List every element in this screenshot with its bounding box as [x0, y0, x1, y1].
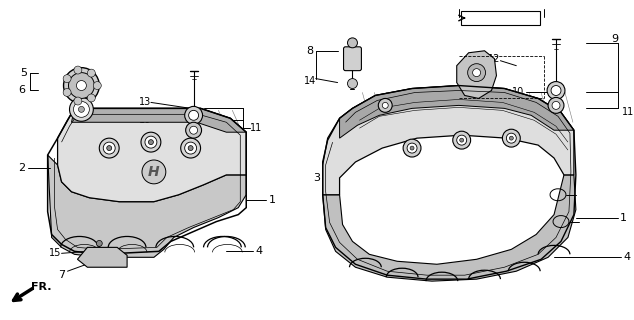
- Circle shape: [378, 99, 392, 112]
- Circle shape: [142, 160, 166, 184]
- Polygon shape: [48, 155, 246, 257]
- Polygon shape: [72, 108, 246, 132]
- Circle shape: [551, 85, 561, 95]
- Circle shape: [184, 106, 202, 124]
- Circle shape: [472, 69, 481, 76]
- Text: 9: 9: [612, 34, 619, 44]
- Text: 5: 5: [20, 68, 27, 78]
- Text: FR.: FR.: [32, 282, 52, 292]
- Circle shape: [181, 138, 200, 158]
- Text: 12: 12: [488, 54, 500, 64]
- Text: 13: 13: [139, 97, 151, 108]
- Circle shape: [460, 138, 463, 142]
- Text: 14: 14: [304, 76, 316, 85]
- Polygon shape: [456, 51, 496, 99]
- Text: 15: 15: [49, 248, 61, 258]
- Circle shape: [188, 146, 193, 151]
- Polygon shape: [58, 108, 246, 202]
- Circle shape: [410, 146, 414, 150]
- Circle shape: [74, 97, 82, 105]
- Circle shape: [74, 66, 82, 74]
- Text: 2: 2: [18, 163, 25, 173]
- Text: 1: 1: [269, 195, 276, 205]
- Text: 10: 10: [512, 87, 524, 98]
- Text: 4: 4: [256, 246, 262, 256]
- Circle shape: [186, 122, 202, 138]
- Circle shape: [63, 75, 71, 83]
- Circle shape: [145, 136, 157, 148]
- Circle shape: [347, 79, 358, 89]
- Circle shape: [107, 146, 112, 151]
- Text: 6: 6: [18, 85, 25, 95]
- Circle shape: [453, 131, 470, 149]
- Text: 4: 4: [623, 252, 630, 262]
- Circle shape: [77, 81, 86, 91]
- Circle shape: [382, 102, 388, 108]
- FancyBboxPatch shape: [344, 47, 361, 71]
- Text: 1: 1: [620, 212, 627, 223]
- Circle shape: [148, 140, 153, 145]
- Text: 7: 7: [58, 270, 65, 280]
- Circle shape: [68, 73, 94, 99]
- Circle shape: [100, 138, 119, 158]
- Polygon shape: [323, 85, 574, 195]
- Circle shape: [403, 139, 421, 157]
- Circle shape: [93, 82, 101, 90]
- Circle shape: [189, 110, 198, 120]
- Circle shape: [103, 142, 115, 154]
- Circle shape: [502, 129, 521, 147]
- Circle shape: [184, 142, 197, 154]
- Circle shape: [70, 98, 93, 121]
- Circle shape: [552, 101, 560, 109]
- Circle shape: [63, 88, 71, 96]
- Text: 11: 11: [250, 123, 262, 133]
- Circle shape: [407, 143, 417, 153]
- Text: 8: 8: [306, 46, 313, 56]
- Circle shape: [468, 64, 486, 82]
- Circle shape: [87, 94, 95, 102]
- Circle shape: [63, 68, 100, 103]
- Circle shape: [456, 135, 467, 145]
- FancyBboxPatch shape: [461, 11, 540, 25]
- Polygon shape: [77, 247, 127, 267]
- Circle shape: [79, 106, 84, 112]
- Circle shape: [548, 98, 564, 113]
- Polygon shape: [340, 85, 574, 138]
- Circle shape: [347, 38, 358, 48]
- Circle shape: [87, 69, 95, 77]
- Text: 3: 3: [313, 173, 320, 183]
- Circle shape: [507, 133, 516, 143]
- Circle shape: [141, 132, 161, 152]
- Text: 11: 11: [621, 107, 634, 117]
- Circle shape: [74, 101, 89, 117]
- Circle shape: [547, 82, 565, 100]
- Circle shape: [509, 136, 514, 140]
- Circle shape: [190, 126, 198, 134]
- Polygon shape: [323, 175, 576, 281]
- Circle shape: [96, 240, 102, 246]
- Text: 10: 10: [139, 115, 151, 125]
- Text: B-23: B-23: [487, 13, 515, 23]
- Text: H: H: [148, 165, 160, 179]
